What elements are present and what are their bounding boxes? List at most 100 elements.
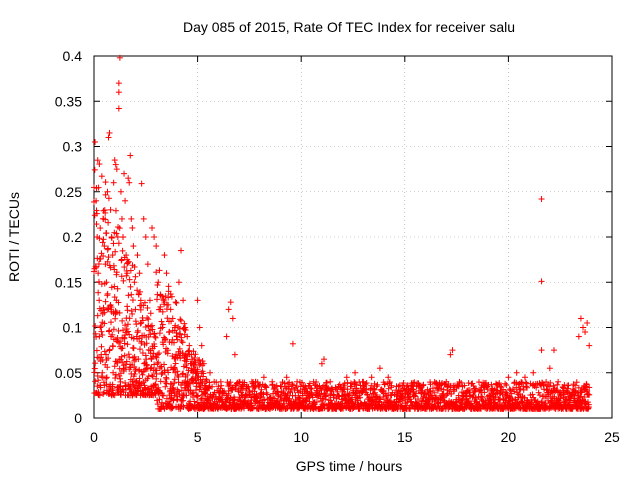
data-point [332, 385, 339, 392]
data-point [122, 322, 129, 329]
data-point [168, 293, 175, 300]
data-point [176, 345, 183, 352]
data-point [475, 379, 482, 386]
data-point [164, 315, 171, 322]
data-point [113, 269, 120, 276]
data-point [166, 328, 173, 335]
data-point [162, 336, 169, 343]
data-point [156, 350, 163, 357]
data-point [168, 390, 175, 397]
data-point [152, 334, 159, 341]
data-point [137, 320, 144, 327]
data-point [197, 384, 204, 391]
data-point [115, 89, 122, 96]
data-point [105, 245, 112, 252]
data-point [110, 343, 117, 350]
data-point [154, 282, 161, 289]
data-point [111, 294, 118, 301]
data-point [158, 318, 165, 325]
data-point [91, 166, 98, 173]
data-point [100, 236, 107, 243]
data-point [180, 297, 187, 304]
data-point [126, 276, 133, 283]
data-point [370, 385, 377, 392]
data-point [181, 320, 188, 327]
data-point [157, 325, 164, 332]
data-point [183, 392, 190, 399]
data-point [119, 359, 126, 366]
data-point [144, 314, 151, 321]
data-point [124, 341, 131, 348]
data-point [171, 376, 178, 383]
data-point [174, 336, 181, 343]
data-point [170, 339, 177, 346]
data-point [345, 392, 352, 399]
data-point [131, 263, 138, 270]
data-point [165, 369, 172, 376]
data-point [115, 327, 122, 334]
data-point [95, 289, 102, 296]
data-point [151, 361, 158, 368]
data-point [115, 240, 122, 247]
data-point [142, 234, 149, 240]
plot-frame [93, 55, 613, 419]
data-point [263, 389, 270, 396]
data-point [327, 391, 334, 398]
data-point [172, 299, 179, 306]
data-point [376, 365, 383, 372]
data-point [181, 326, 188, 333]
data-point [97, 384, 104, 391]
data-point [385, 374, 392, 381]
data-point [102, 298, 109, 305]
data-point [109, 252, 116, 259]
data-point [151, 234, 158, 240]
data-point [170, 397, 177, 404]
data-point [175, 388, 182, 395]
data-point [362, 381, 369, 388]
data-point [93, 333, 100, 340]
data-point [192, 351, 199, 358]
data-point [149, 224, 156, 231]
data-point [239, 387, 246, 394]
data-point [256, 382, 263, 389]
data-point [334, 388, 341, 395]
data-point [124, 259, 131, 266]
data-point [160, 341, 167, 348]
data-point [165, 294, 172, 301]
data-point [323, 379, 330, 386]
data-point [95, 184, 102, 191]
data-point [118, 353, 125, 360]
data-point [94, 312, 101, 319]
data-point [113, 230, 120, 237]
data-point [223, 333, 230, 340]
data-point [96, 333, 103, 340]
data-point [103, 230, 110, 237]
data-point [117, 338, 124, 345]
data-point [106, 129, 113, 136]
data-point [173, 329, 180, 336]
data-point [250, 404, 257, 411]
y-tick-label: 0 [74, 410, 82, 426]
data-points [91, 54, 593, 412]
data-point [159, 308, 166, 315]
data-point [538, 278, 545, 285]
data-point [106, 346, 113, 353]
data-point [287, 388, 294, 395]
data-point [377, 396, 384, 403]
data-point [231, 396, 238, 403]
chart-title: Day 085 of 2015, Rate Of TEC Index for r… [183, 19, 515, 35]
data-point [111, 157, 118, 164]
data-point [181, 331, 188, 338]
data-point [126, 354, 133, 361]
data-point [118, 215, 125, 222]
data-point [172, 360, 179, 367]
data-point [582, 329, 589, 336]
x-tick-label: 20 [501, 429, 517, 445]
data-point [100, 253, 107, 260]
data-point [101, 320, 108, 327]
data-point [144, 261, 151, 268]
data-point [357, 394, 364, 401]
data-point [150, 350, 157, 357]
data-point [144, 375, 151, 382]
y-tick-label: 0.4 [63, 48, 83, 64]
